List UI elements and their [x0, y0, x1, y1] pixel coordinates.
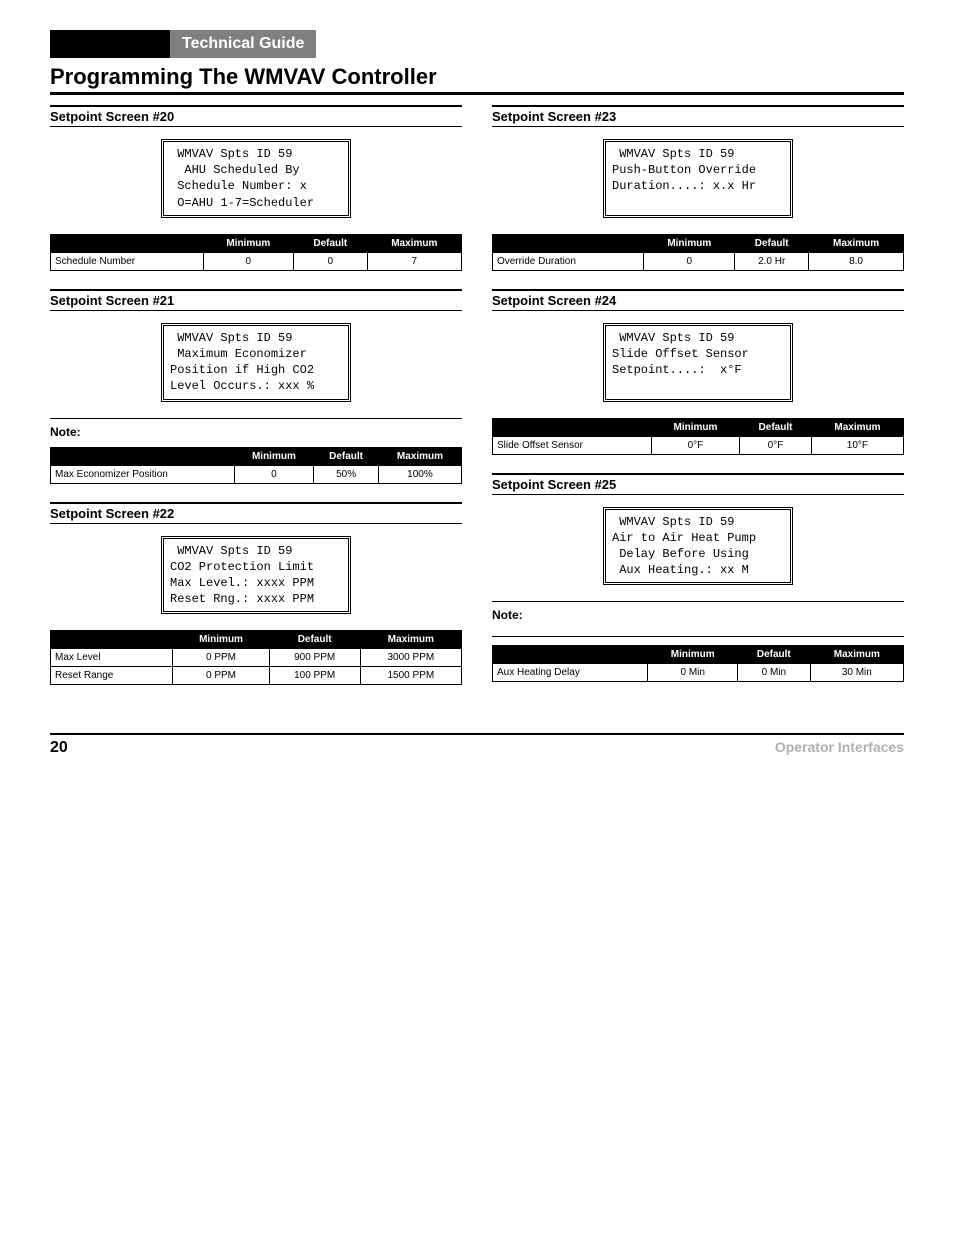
- th: Default: [294, 234, 367, 252]
- heading-s23: Setpoint Screen #23: [492, 105, 904, 127]
- table-header-row: Minimum Default Maximum: [51, 447, 462, 465]
- table-s22: Minimum Default Maximum Max Level 0 PPM …: [50, 630, 462, 685]
- th: Default: [735, 234, 809, 252]
- divider: [50, 418, 462, 419]
- td: Slide Offset Sensor: [493, 436, 652, 454]
- td: 7: [367, 252, 461, 270]
- table-row: Max Economizer Position 0 50% 100%: [51, 465, 462, 483]
- th: [51, 447, 235, 465]
- td: 0°F: [651, 436, 739, 454]
- td: 0: [203, 252, 294, 270]
- th: Default: [314, 447, 379, 465]
- th: Minimum: [651, 418, 739, 436]
- table-header-row: Minimum Default Maximum: [51, 631, 462, 649]
- td: 2.0 Hr: [735, 252, 809, 270]
- table-header-row: Minimum Default Maximum: [493, 646, 904, 664]
- right-column: Setpoint Screen #23 WMVAV Spts ID 59 Pus…: [492, 105, 904, 703]
- td: 0: [234, 465, 314, 483]
- heading-s21: Setpoint Screen #21: [50, 289, 462, 311]
- td: 0 Min: [648, 664, 738, 682]
- td: 1500 PPM: [360, 667, 461, 685]
- guide-title: Technical Guide: [170, 30, 316, 58]
- table-row: Schedule Number 0 0 7: [51, 252, 462, 270]
- table-row: Aux Heating Delay 0 Min 0 Min 30 Min: [493, 664, 904, 682]
- td: Max Level: [51, 649, 173, 667]
- td: 0 Min: [738, 664, 811, 682]
- lcd-s22: WMVAV Spts ID 59 CO2 Protection Limit Ma…: [161, 536, 351, 615]
- th: Maximum: [367, 234, 461, 252]
- th: [51, 234, 204, 252]
- th: Minimum: [644, 234, 735, 252]
- main-title: Programming The WMVAV Controller: [50, 64, 904, 95]
- th: Default: [740, 418, 812, 436]
- td: Aux Heating Delay: [493, 664, 648, 682]
- td: 10°F: [811, 436, 903, 454]
- left-column: Setpoint Screen #20 WMVAV Spts ID 59 AHU…: [50, 105, 462, 703]
- heading-s22: Setpoint Screen #22: [50, 502, 462, 524]
- table-header-row: Minimum Default Maximum: [51, 234, 462, 252]
- th: Minimum: [173, 631, 269, 649]
- footer-label: Operator Interfaces: [775, 739, 904, 757]
- table-row: Reset Range 0 PPM 100 PPM 1500 PPM: [51, 667, 462, 685]
- header-bar: Technical Guide: [50, 30, 904, 58]
- td: 100%: [378, 465, 461, 483]
- th: Maximum: [811, 418, 903, 436]
- footer: 20 Operator Interfaces: [50, 733, 904, 757]
- page-number: 20: [50, 739, 68, 757]
- note-s21: Note:: [50, 425, 462, 439]
- lcd-s25: WMVAV Spts ID 59 Air to Air Heat Pump De…: [603, 507, 793, 586]
- table-s20: Minimum Default Maximum Schedule Number …: [50, 234, 462, 271]
- table-s24: Minimum Default Maximum Slide Offset Sen…: [492, 418, 904, 455]
- table-s21: Minimum Default Maximum Max Economizer P…: [50, 447, 462, 484]
- heading-s24: Setpoint Screen #24: [492, 289, 904, 311]
- th: Maximum: [810, 646, 903, 664]
- td: 100 PPM: [269, 667, 360, 685]
- td: Schedule Number: [51, 252, 204, 270]
- th: Default: [269, 631, 360, 649]
- td: Override Duration: [493, 252, 644, 270]
- columns: Setpoint Screen #20 WMVAV Spts ID 59 AHU…: [50, 105, 904, 703]
- td: 50%: [314, 465, 379, 483]
- th: Minimum: [234, 447, 314, 465]
- heading-s25: Setpoint Screen #25: [492, 473, 904, 495]
- lcd-s20: WMVAV Spts ID 59 AHU Scheduled By Schedu…: [161, 139, 351, 218]
- th: [51, 631, 173, 649]
- td: 0: [294, 252, 367, 270]
- divider: [492, 601, 904, 602]
- th: Maximum: [809, 234, 904, 252]
- td: 3000 PPM: [360, 649, 461, 667]
- note-s25: Note:: [492, 608, 904, 622]
- table-s25: Minimum Default Maximum Aux Heating Dela…: [492, 645, 904, 682]
- th: [493, 646, 648, 664]
- th: Minimum: [203, 234, 294, 252]
- th: [493, 234, 644, 252]
- th: [493, 418, 652, 436]
- td: 0°F: [740, 436, 812, 454]
- table-row: Max Level 0 PPM 900 PPM 3000 PPM: [51, 649, 462, 667]
- th: Default: [738, 646, 811, 664]
- table-s23: Minimum Default Maximum Override Duratio…: [492, 234, 904, 271]
- table-row: Slide Offset Sensor 0°F 0°F 10°F: [493, 436, 904, 454]
- heading-s20: Setpoint Screen #20: [50, 105, 462, 127]
- td: Reset Range: [51, 667, 173, 685]
- td: Max Economizer Position: [51, 465, 235, 483]
- table-header-row: Minimum Default Maximum: [493, 234, 904, 252]
- td: 0 PPM: [173, 649, 269, 667]
- td: 0 PPM: [173, 667, 269, 685]
- th: Maximum: [360, 631, 461, 649]
- divider: [492, 636, 904, 637]
- td: 900 PPM: [269, 649, 360, 667]
- lcd-s21: WMVAV Spts ID 59 Maximum Economizer Posi…: [161, 323, 351, 402]
- td: 8.0: [809, 252, 904, 270]
- lcd-s23: WMVAV Spts ID 59 Push-Button Override Du…: [603, 139, 793, 218]
- th: Minimum: [648, 646, 738, 664]
- th: Maximum: [378, 447, 461, 465]
- table-row: Override Duration 0 2.0 Hr 8.0: [493, 252, 904, 270]
- td: 30 Min: [810, 664, 903, 682]
- header-black-block: [50, 30, 170, 58]
- td: 0: [644, 252, 735, 270]
- lcd-s24: WMVAV Spts ID 59 Slide Offset Sensor Set…: [603, 323, 793, 402]
- table-header-row: Minimum Default Maximum: [493, 418, 904, 436]
